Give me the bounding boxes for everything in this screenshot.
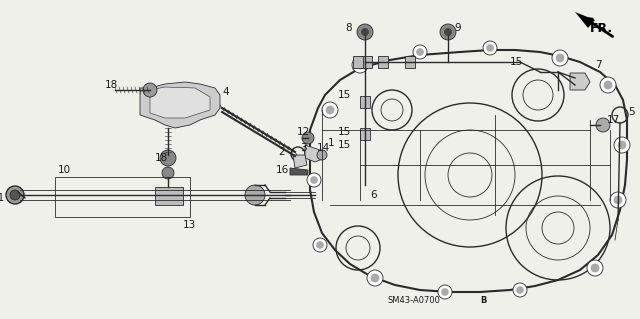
Circle shape [313, 238, 327, 252]
Text: SM43-A0700: SM43-A0700 [388, 296, 441, 305]
Circle shape [317, 150, 327, 160]
Circle shape [516, 286, 524, 294]
Bar [353, 56, 363, 68]
Polygon shape [570, 73, 590, 90]
Text: 11: 11 [0, 193, 5, 203]
Circle shape [162, 167, 174, 179]
Circle shape [245, 185, 265, 205]
Circle shape [600, 77, 616, 93]
Circle shape [614, 137, 630, 153]
Circle shape [6, 186, 24, 204]
Circle shape [440, 24, 456, 40]
Text: 9: 9 [454, 23, 461, 33]
Circle shape [371, 274, 380, 282]
Circle shape [316, 241, 324, 249]
Circle shape [444, 28, 452, 36]
Text: 7: 7 [595, 60, 602, 70]
Circle shape [352, 57, 368, 73]
Circle shape [322, 102, 338, 118]
Polygon shape [290, 168, 308, 175]
Circle shape [367, 270, 383, 286]
Polygon shape [293, 155, 307, 168]
Text: 14: 14 [317, 143, 330, 153]
Text: 8: 8 [345, 23, 351, 33]
Bar [378, 56, 388, 68]
Circle shape [596, 118, 610, 132]
Circle shape [441, 288, 449, 296]
Text: 6: 6 [370, 190, 376, 200]
Bar [360, 56, 372, 68]
Circle shape [618, 141, 627, 149]
Text: 13: 13 [183, 220, 196, 230]
Polygon shape [150, 87, 210, 118]
Circle shape [614, 196, 622, 204]
Circle shape [604, 81, 612, 89]
Text: 5: 5 [628, 107, 635, 117]
Text: 3: 3 [300, 143, 307, 153]
Text: 15: 15 [338, 90, 351, 100]
Polygon shape [575, 12, 595, 28]
Bar [405, 56, 415, 68]
Circle shape [361, 28, 369, 36]
Text: 10: 10 [58, 165, 71, 175]
Circle shape [357, 24, 373, 40]
Text: 2: 2 [278, 147, 285, 157]
Circle shape [10, 190, 20, 200]
Text: 17: 17 [607, 115, 620, 125]
Circle shape [438, 285, 452, 299]
Bar [360, 128, 370, 140]
Text: 18: 18 [155, 153, 168, 163]
Circle shape [513, 283, 527, 297]
Circle shape [416, 48, 424, 56]
Polygon shape [305, 145, 325, 162]
Text: 1: 1 [328, 138, 335, 148]
Circle shape [143, 83, 157, 97]
Bar [360, 96, 370, 108]
Text: 15: 15 [338, 127, 351, 137]
Circle shape [326, 106, 334, 115]
Circle shape [591, 263, 600, 272]
Circle shape [160, 150, 176, 166]
Circle shape [486, 44, 494, 52]
Circle shape [587, 260, 603, 276]
Circle shape [310, 176, 318, 184]
Circle shape [552, 50, 568, 66]
Text: 15: 15 [510, 57, 524, 67]
Text: 15: 15 [338, 140, 351, 150]
Text: 16: 16 [276, 165, 289, 175]
Circle shape [302, 132, 314, 144]
Text: FR.: FR. [590, 21, 613, 34]
Circle shape [413, 45, 427, 59]
Circle shape [556, 54, 564, 63]
Circle shape [483, 41, 497, 55]
Polygon shape [140, 82, 220, 128]
Text: 18: 18 [105, 80, 118, 90]
Bar [55, 177, 190, 217]
Bar [155, 187, 183, 205]
Text: B: B [480, 296, 486, 305]
Text: 4: 4 [222, 87, 228, 97]
Circle shape [610, 192, 626, 208]
Text: 12: 12 [297, 127, 310, 137]
Circle shape [356, 61, 364, 70]
Circle shape [307, 173, 321, 187]
